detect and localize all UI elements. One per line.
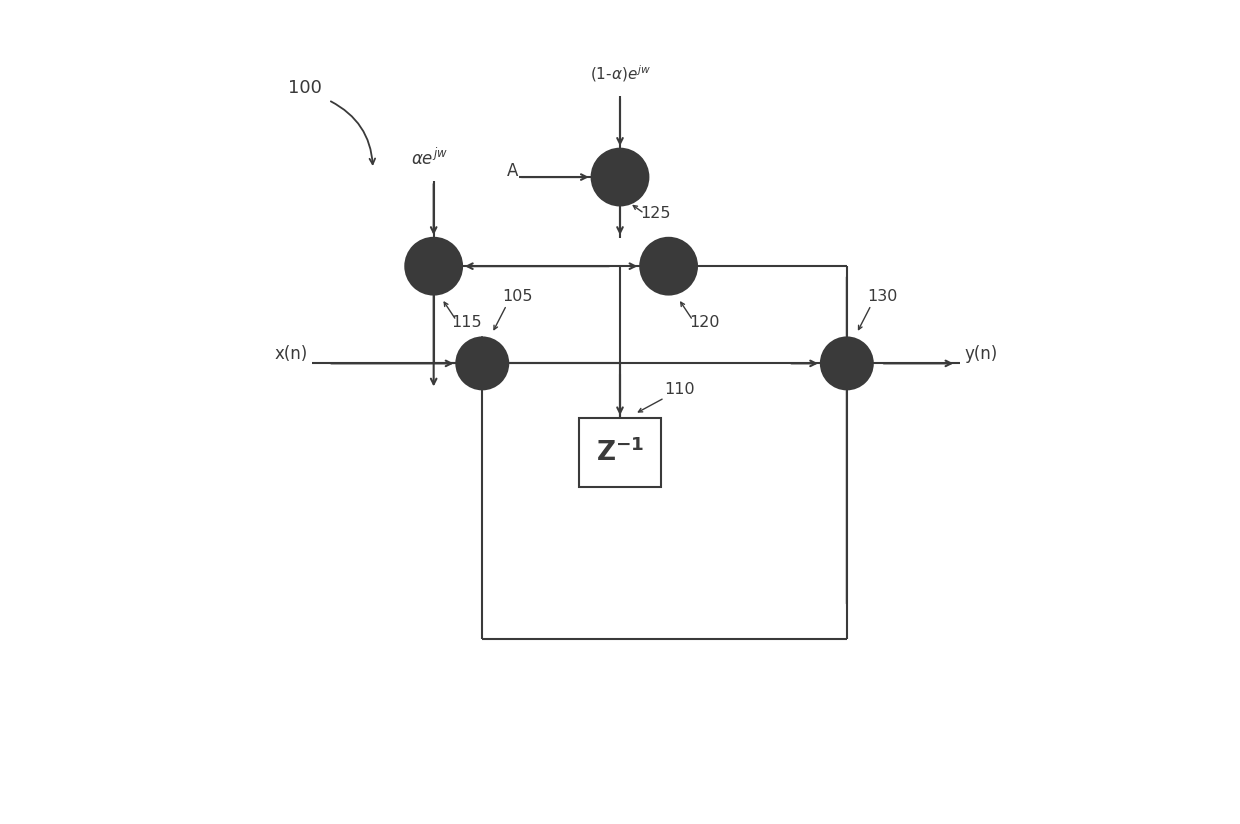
Text: 100: 100 <box>288 79 321 97</box>
Text: $\mathbf{Z^{-1}}$: $\mathbf{Z^{-1}}$ <box>596 438 644 466</box>
Text: 130: 130 <box>867 289 898 304</box>
Text: 110: 110 <box>665 382 696 397</box>
Circle shape <box>821 338 873 389</box>
Circle shape <box>456 338 508 389</box>
Circle shape <box>591 148 649 205</box>
Circle shape <box>640 238 697 294</box>
Text: 125: 125 <box>640 205 671 221</box>
Circle shape <box>405 238 463 294</box>
Text: 115: 115 <box>451 315 482 330</box>
Text: x(n): x(n) <box>275 344 308 363</box>
Text: y(n): y(n) <box>965 344 997 363</box>
Text: 120: 120 <box>689 315 719 330</box>
Text: 105: 105 <box>502 289 533 304</box>
Text: $(1\text{-}\alpha)e^{jw}$: $(1\text{-}\alpha)e^{jw}$ <box>589 63 651 84</box>
Text: A: A <box>507 162 518 180</box>
Text: -: - <box>836 374 839 385</box>
FancyBboxPatch shape <box>579 418 661 487</box>
Text: $\alpha e^{jw}$: $\alpha e^{jw}$ <box>412 147 448 169</box>
